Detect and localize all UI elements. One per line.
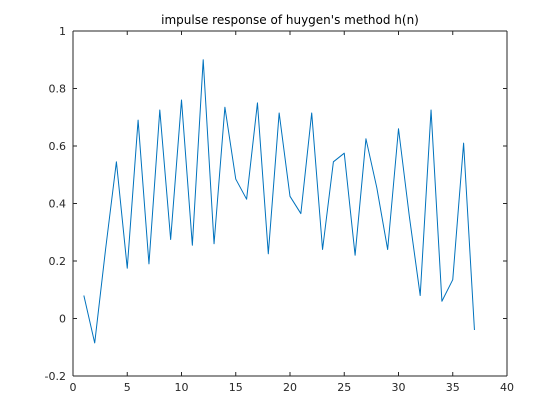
y-tick-label: -0.2 (45, 370, 66, 383)
data-point (375, 186, 378, 189)
data-point (82, 294, 85, 297)
plot-area-background (73, 31, 507, 376)
data-point (256, 101, 259, 104)
data-point (234, 178, 237, 181)
data-point (419, 294, 422, 297)
chart-title: impulse response of huygen's method h(n) (161, 13, 419, 27)
data-point (158, 109, 161, 112)
data-point (245, 198, 248, 201)
data-point (473, 329, 476, 332)
data-point (321, 248, 324, 251)
y-tick-label: 0.6 (49, 140, 67, 153)
x-tick-label: 30 (392, 381, 406, 394)
x-tick-label: 10 (175, 381, 189, 394)
data-point (397, 127, 400, 130)
data-point (180, 99, 183, 102)
data-point (440, 300, 443, 303)
data-point (289, 195, 292, 198)
data-point (343, 152, 346, 155)
y-tick-label: 0.2 (49, 255, 67, 268)
x-tick-label: 5 (124, 381, 131, 394)
data-point (126, 267, 129, 270)
data-point (408, 215, 411, 218)
data-point (93, 341, 96, 344)
x-tick-label: 15 (229, 381, 243, 394)
data-point (169, 238, 172, 241)
data-point (202, 58, 205, 61)
data-point (267, 252, 270, 255)
y-tick-label: 1 (59, 25, 66, 38)
data-point (386, 248, 389, 251)
data-point (332, 160, 335, 163)
data-point (278, 111, 281, 114)
x-tick-label: 0 (70, 381, 77, 394)
data-point (430, 109, 433, 112)
data-point (310, 111, 313, 114)
axes-layer: 0 5 10 15 20 25 30 35 40 -0.2 0 0.2 0.4 0.6 0.8 1 (45, 25, 514, 394)
x-tick-label: 35 (446, 381, 460, 394)
data-point (191, 244, 194, 247)
data-point (213, 242, 216, 245)
data-point (115, 160, 118, 163)
data-point (223, 106, 226, 109)
x-tick-label: 20 (283, 381, 297, 394)
data-point (354, 254, 357, 257)
data-point (147, 262, 150, 265)
y-tick-label: 0.8 (49, 83, 67, 96)
series-line-0 (83, 59, 475, 344)
data-point (104, 248, 107, 251)
series-layer (82, 58, 476, 344)
data-point (137, 119, 140, 122)
data-point (299, 212, 302, 215)
x-tick-label: 25 (337, 381, 351, 394)
y-tick-label: 0.4 (49, 198, 67, 211)
x-tick-label: 40 (500, 381, 514, 394)
data-point (451, 278, 454, 281)
data-point (462, 142, 465, 145)
y-tick-label: 0 (59, 313, 66, 326)
data-point (364, 137, 367, 140)
